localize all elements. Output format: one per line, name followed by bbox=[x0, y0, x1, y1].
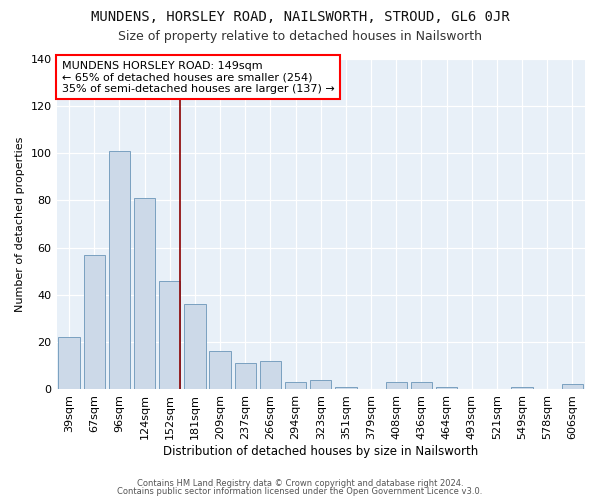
Text: MUNDENS, HORSLEY ROAD, NAILSWORTH, STROUD, GL6 0JR: MUNDENS, HORSLEY ROAD, NAILSWORTH, STROU… bbox=[91, 10, 509, 24]
Bar bbox=[285, 382, 307, 389]
Text: Size of property relative to detached houses in Nailsworth: Size of property relative to detached ho… bbox=[118, 30, 482, 43]
X-axis label: Distribution of detached houses by size in Nailsworth: Distribution of detached houses by size … bbox=[163, 444, 478, 458]
Bar bbox=[159, 280, 181, 389]
Bar bbox=[134, 198, 155, 389]
Bar bbox=[411, 382, 432, 389]
Text: Contains HM Land Registry data © Crown copyright and database right 2024.: Contains HM Land Registry data © Crown c… bbox=[137, 478, 463, 488]
Bar bbox=[335, 386, 356, 389]
Bar bbox=[436, 386, 457, 389]
Bar bbox=[562, 384, 583, 389]
Bar bbox=[83, 254, 105, 389]
Bar bbox=[109, 151, 130, 389]
Bar bbox=[260, 360, 281, 389]
Bar bbox=[235, 363, 256, 389]
Y-axis label: Number of detached properties: Number of detached properties bbox=[15, 136, 25, 312]
Bar bbox=[209, 351, 231, 389]
Bar bbox=[58, 337, 80, 389]
Text: MUNDENS HORSLEY ROAD: 149sqm
← 65% of detached houses are smaller (254)
35% of s: MUNDENS HORSLEY ROAD: 149sqm ← 65% of de… bbox=[62, 60, 335, 94]
Bar bbox=[386, 382, 407, 389]
Bar bbox=[511, 386, 533, 389]
Text: Contains public sector information licensed under the Open Government Licence v3: Contains public sector information licen… bbox=[118, 487, 482, 496]
Bar bbox=[310, 380, 331, 389]
Bar bbox=[184, 304, 206, 389]
